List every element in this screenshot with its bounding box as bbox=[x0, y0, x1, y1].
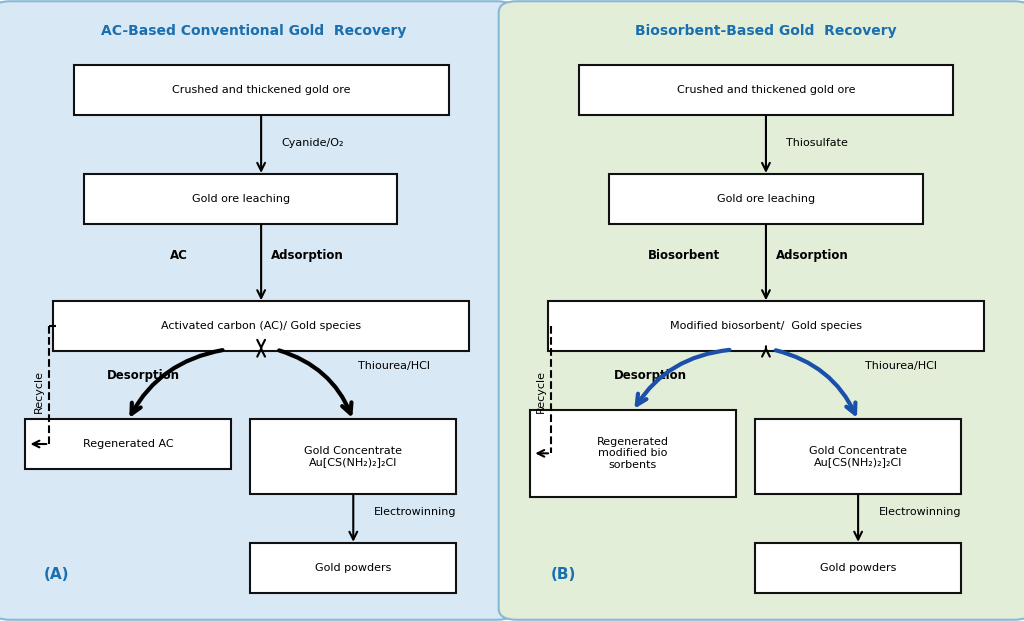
Text: Recycle: Recycle bbox=[34, 369, 44, 413]
FancyBboxPatch shape bbox=[74, 65, 449, 116]
FancyBboxPatch shape bbox=[53, 301, 469, 351]
Text: Gold powders: Gold powders bbox=[315, 563, 391, 573]
Text: Electrowinning: Electrowinning bbox=[879, 507, 962, 517]
Text: Electrowinning: Electrowinning bbox=[374, 507, 457, 517]
Text: Gold ore leaching: Gold ore leaching bbox=[717, 194, 815, 204]
Text: Recycle: Recycle bbox=[536, 369, 546, 413]
Text: Modified biosorbent/  Gold species: Modified biosorbent/ Gold species bbox=[670, 321, 862, 331]
Text: Adsorption: Adsorption bbox=[271, 250, 344, 262]
Text: Cyanide/O₂: Cyanide/O₂ bbox=[282, 138, 344, 148]
FancyBboxPatch shape bbox=[755, 543, 961, 594]
FancyBboxPatch shape bbox=[548, 301, 984, 351]
FancyBboxPatch shape bbox=[0, 1, 515, 620]
Text: Gold powders: Gold powders bbox=[820, 563, 896, 573]
FancyBboxPatch shape bbox=[84, 173, 397, 224]
Text: Gold Concentrate
Au[CS(NH₂)₂]₂Cl: Gold Concentrate Au[CS(NH₂)₂]₂Cl bbox=[809, 446, 907, 467]
Text: AC: AC bbox=[170, 250, 188, 262]
FancyBboxPatch shape bbox=[250, 543, 457, 594]
Text: Thiourea/HCl: Thiourea/HCl bbox=[865, 361, 937, 371]
Text: Crushed and thickened gold ore: Crushed and thickened gold ore bbox=[172, 85, 350, 95]
FancyBboxPatch shape bbox=[755, 419, 961, 494]
Text: Biosorbent-Based Gold  Recovery: Biosorbent-Based Gold Recovery bbox=[635, 24, 896, 38]
Text: Thiosulfate: Thiosulfate bbox=[786, 138, 848, 148]
Text: Gold ore leaching: Gold ore leaching bbox=[191, 194, 290, 204]
Text: Activated carbon (AC)/ Gold species: Activated carbon (AC)/ Gold species bbox=[161, 321, 361, 331]
Text: Thiourea/HCl: Thiourea/HCl bbox=[358, 361, 430, 371]
Text: Adsorption: Adsorption bbox=[776, 250, 849, 262]
FancyBboxPatch shape bbox=[499, 1, 1024, 620]
Text: (B): (B) bbox=[551, 567, 575, 582]
FancyBboxPatch shape bbox=[250, 419, 457, 494]
FancyBboxPatch shape bbox=[530, 410, 735, 497]
Text: (A): (A) bbox=[44, 567, 69, 582]
FancyBboxPatch shape bbox=[579, 65, 953, 116]
Text: Desorption: Desorption bbox=[106, 369, 180, 382]
Text: Regenerated
modified bio
sorbents: Regenerated modified bio sorbents bbox=[597, 437, 669, 470]
Text: Desorption: Desorption bbox=[613, 369, 687, 382]
Text: Crushed and thickened gold ore: Crushed and thickened gold ore bbox=[677, 85, 855, 95]
Text: Biosorbent: Biosorbent bbox=[648, 250, 720, 262]
FancyBboxPatch shape bbox=[609, 173, 923, 224]
Text: Regenerated AC: Regenerated AC bbox=[83, 439, 173, 449]
FancyBboxPatch shape bbox=[25, 419, 231, 469]
Text: AC-Based Conventional Gold  Recovery: AC-Based Conventional Gold Recovery bbox=[100, 24, 407, 38]
Text: Gold Concentrate
Au[CS(NH₂)₂]₂Cl: Gold Concentrate Au[CS(NH₂)₂]₂Cl bbox=[304, 446, 402, 467]
